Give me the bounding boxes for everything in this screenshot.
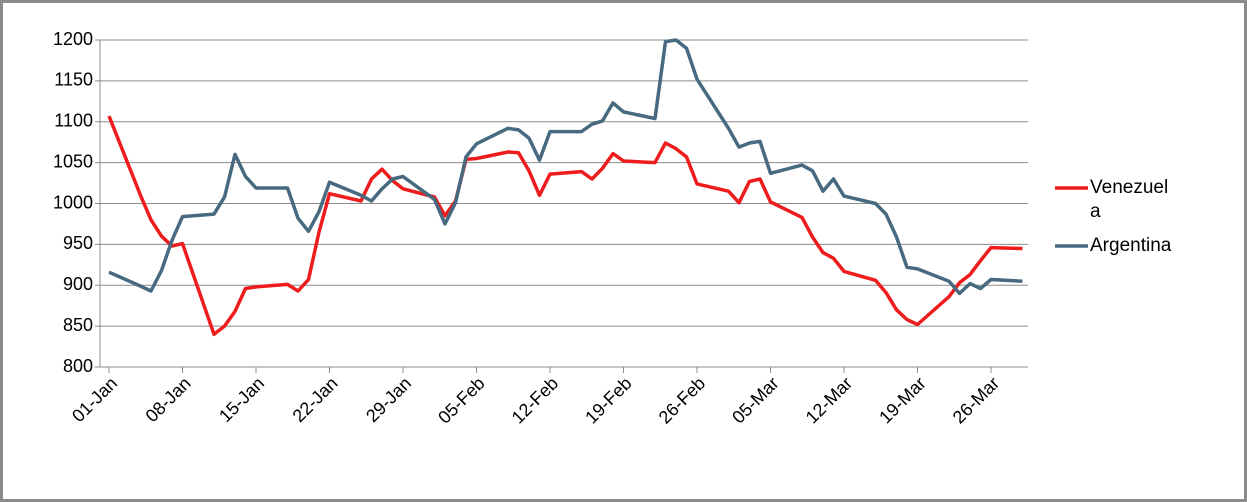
x-tick-label: 22-Jan <box>289 373 342 426</box>
x-tick-label: 08-Jan <box>142 373 195 426</box>
x-tick-label: 12-Mar <box>802 373 856 427</box>
x-tick-label: 15-Jan <box>215 373 268 426</box>
series-line <box>107 115 1023 337</box>
x-tick-label: 05-Feb <box>434 373 488 427</box>
legend-label: Argentina <box>1090 235 1172 256</box>
y-tick-label: 950 <box>63 233 93 253</box>
x-tick-label: 26-Mar <box>949 373 1003 427</box>
y-tick-label: 850 <box>63 315 93 335</box>
y-tick-label: 1000 <box>53 192 93 212</box>
legend-label: Venezuela <box>1090 177 1169 222</box>
x-tick-label: 19-Feb <box>581 373 635 427</box>
x-tick-label: 29-Jan <box>362 373 415 426</box>
x-tick-label: 12-Feb <box>508 373 562 427</box>
x-tick-label: 05-Mar <box>728 373 782 427</box>
x-tick-label: 01-Jan <box>68 373 121 426</box>
y-tick-label: 1150 <box>54 70 93 90</box>
series-line <box>108 38 1023 296</box>
x-tick-label: 19-Mar <box>875 373 929 427</box>
y-tick-label: 1200 <box>53 29 93 49</box>
chart: 800 850 900 950 1000 1050 1100 1150 1200 01-Jan 08… <box>53 29 1088 428</box>
y-tick-label: 1050 <box>53 151 93 171</box>
y-tick-label: 800 <box>63 356 93 376</box>
x-tick-label: 26-Feb <box>655 373 709 427</box>
y-tick-label: 1100 <box>54 111 93 131</box>
y-tick-label: 900 <box>63 274 93 294</box>
